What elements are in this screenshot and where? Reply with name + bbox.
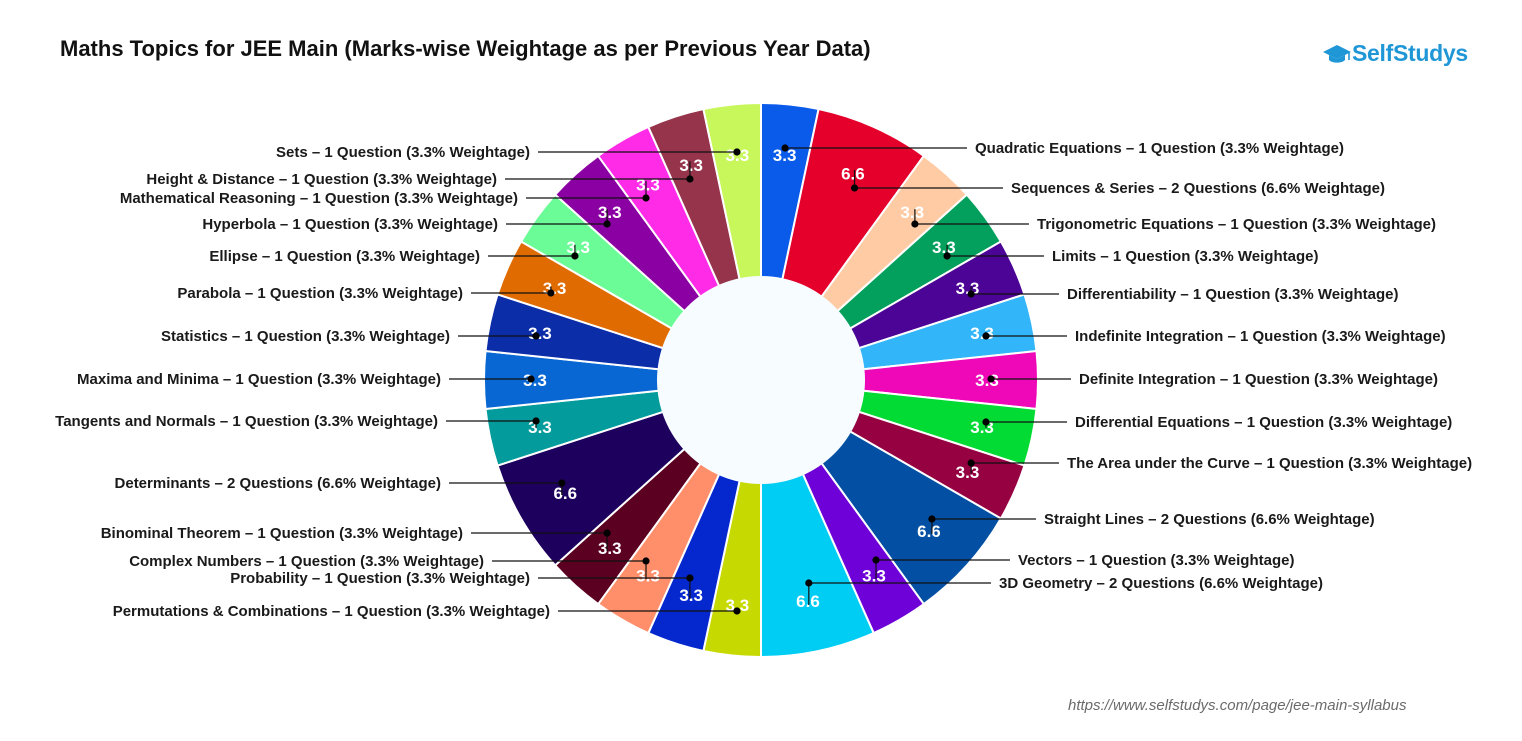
callout-lines	[446, 144, 1071, 615]
slice-value-label: 3.3	[679, 156, 703, 175]
callout-dot	[982, 418, 990, 426]
callout-dot	[967, 459, 975, 467]
graduation-cap-icon	[1323, 44, 1351, 63]
slice-label: 3D Geometry – 2 Questions (6.6% Weightag…	[999, 575, 1323, 592]
slice-value-label: 3.3	[773, 146, 797, 165]
callout-dot	[911, 220, 919, 228]
callout-dot	[943, 252, 951, 260]
slice-value-label: 6.6	[553, 484, 577, 503]
callout-dot	[642, 194, 650, 202]
chart-title: Maths Topics for JEE Main (Marks-wise We…	[60, 36, 871, 61]
slice-label: Differentiability – 1 Question (3.3% Wei…	[1067, 286, 1398, 303]
slice-label: Probability – 1 Question (3.3% Weightage…	[230, 570, 530, 587]
chart-slices	[483, 101, 1039, 659]
callout-dot	[781, 144, 789, 152]
slice-value-label: 3.3	[956, 279, 980, 298]
slice-value-label: 3.3	[636, 567, 660, 586]
callout-dot	[571, 252, 579, 260]
slice-label: Parabola – 1 Question (3.3% Weightage)	[177, 285, 463, 302]
slice-value-label: 3.3	[956, 463, 980, 482]
callout-dot	[547, 289, 555, 297]
slice-label: Permutations & Combinations – 1 Question…	[113, 603, 550, 620]
slice-value-label: 6.6	[917, 522, 941, 541]
slice-label: Sequences & Series – 2 Questions (6.6% W…	[1011, 180, 1385, 197]
slice-label: Quadratic Equations – 1 Question (3.3% W…	[975, 140, 1344, 157]
callout-dot	[642, 557, 650, 565]
slice-value-label: 3.3	[970, 418, 994, 437]
slice-label: Height & Distance – 1 Question (3.3% Wei…	[146, 171, 497, 188]
callout-dot	[603, 529, 611, 537]
callout-dot	[987, 375, 995, 383]
selfstudys-logo: SelfStudys	[1322, 40, 1468, 67]
callout-dot	[967, 290, 975, 298]
slice-value-label: 3.3	[543, 279, 567, 298]
slice-value-label: 3.3	[566, 238, 590, 257]
slice-value-label: 3.3	[679, 586, 703, 605]
callout-dot	[982, 332, 990, 340]
slice-label: Indefinite Integration – 1 Question (3.3…	[1075, 328, 1446, 345]
slice-label: Differential Equations – 1 Question (3.3…	[1075, 414, 1452, 431]
slice-label: Limits – 1 Question (3.3% Weightage)	[1052, 248, 1318, 265]
callout-dot	[733, 148, 741, 156]
slice-value-label: 3.3	[970, 324, 994, 343]
slice-value-label: 3.3	[636, 175, 660, 194]
slice-label: Determinants – 2 Questions (6.6% Weighta…	[115, 475, 441, 492]
callout-dot	[532, 417, 540, 425]
slice-value-label: 3.3	[598, 539, 622, 558]
callout-dot	[805, 579, 813, 587]
slice-value-label: 3.3	[523, 371, 547, 390]
slice-value-label: 3.3	[726, 596, 750, 615]
slice-label: Straight Lines – 2 Questions (6.6% Weigh…	[1044, 511, 1375, 528]
slice-value-label: 3.3	[975, 371, 999, 390]
slice-label: Statistics – 1 Question (3.3% Weightage)	[161, 328, 450, 345]
slice-label: Sets – 1 Question (3.3% Weightage)	[276, 144, 530, 161]
callout-dot	[686, 175, 694, 183]
callout-dot	[872, 556, 880, 564]
source-url: https://www.selfstudys.com/page/jee-main…	[1068, 697, 1407, 714]
slice-label: Trigonometric Equations – 1 Question (3.…	[1037, 216, 1436, 233]
slice-value-label: 6.6	[796, 592, 820, 611]
slice-label: Binominal Theorem – 1 Question (3.3% Wei…	[101, 525, 463, 542]
slice-label: The Area under the Curve – 1 Question (3…	[1067, 455, 1472, 472]
slice-label: Definite Integration – 1 Question (3.3% …	[1079, 371, 1438, 388]
slice-label: Mathematical Reasoning – 1 Question (3.3…	[120, 190, 518, 207]
callout-dot	[527, 375, 535, 383]
callout-dot	[850, 184, 859, 192]
slice-value-label: 6.6	[841, 165, 865, 184]
slice-value-label: 3.3	[726, 146, 750, 165]
slice-label: Complex Numbers – 1 Question (3.3% Weigh…	[129, 553, 484, 570]
slice-value-label: 3.3	[900, 203, 924, 222]
callout-dot	[928, 515, 936, 523]
slice-label: Tangents and Normals – 1 Question (3.3% …	[55, 413, 438, 430]
donut-hole	[657, 276, 865, 484]
callout-dot	[603, 220, 611, 228]
callout-dot	[558, 479, 566, 487]
slice-value-label: 3.3	[598, 203, 622, 222]
slice-label: Hyperbola – 1 Question (3.3% Weightage)	[202, 216, 498, 233]
slice-value-label: 3.3	[932, 238, 956, 257]
slice-value-label: 3.3	[862, 567, 886, 586]
slice-label: Ellipse – 1 Question (3.3% Weightage)	[209, 248, 480, 265]
slice-label: Vectors – 1 Question (3.3% Weightage)	[1018, 552, 1294, 569]
callout-dot	[733, 607, 741, 615]
logo-text: SelfStudys	[1352, 40, 1468, 66]
callout-dot	[686, 574, 694, 582]
slice-labels: Quadratic Equations – 1 Question (3.3% W…	[55, 140, 1472, 620]
callout-dot	[532, 332, 540, 340]
slice-value-label: 3.3	[528, 324, 552, 343]
slice-value-labels: 3.3 6.6 3.3 3.3 3.3 3.3 3.3 3.3 3.3 6.6 3.3 6.6 3.3 3…	[523, 146, 999, 615]
slice-label: Maxima and Minima – 1 Question (3.3% Wei…	[77, 371, 441, 388]
